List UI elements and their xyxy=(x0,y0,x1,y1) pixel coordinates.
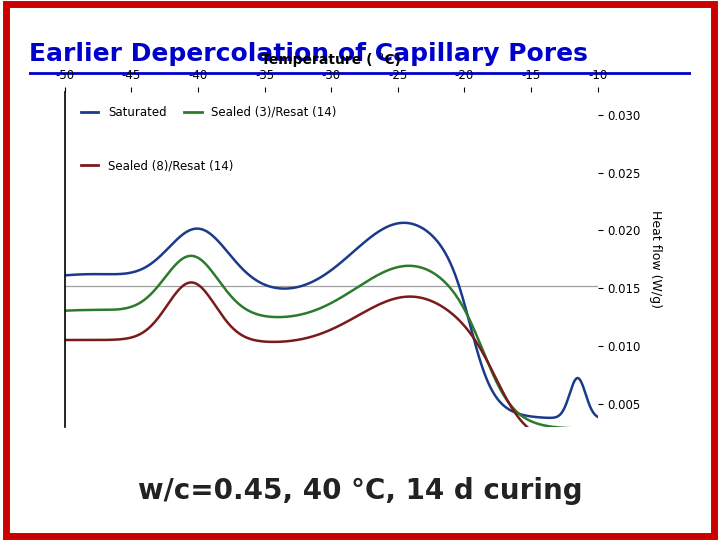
X-axis label: Temperature ( °C): Temperature ( °C) xyxy=(261,52,401,66)
Text: w/c=0.45, 40 °C, 14 d curing: w/c=0.45, 40 °C, 14 d curing xyxy=(138,477,582,505)
Y-axis label: Heat flow (W/g): Heat flow (W/g) xyxy=(649,210,662,308)
Text: Earlier Depercolation of Capillary Pores: Earlier Depercolation of Capillary Pores xyxy=(29,42,588,66)
Legend: Sealed (8)/Resat (14): Sealed (8)/Resat (14) xyxy=(76,154,238,177)
